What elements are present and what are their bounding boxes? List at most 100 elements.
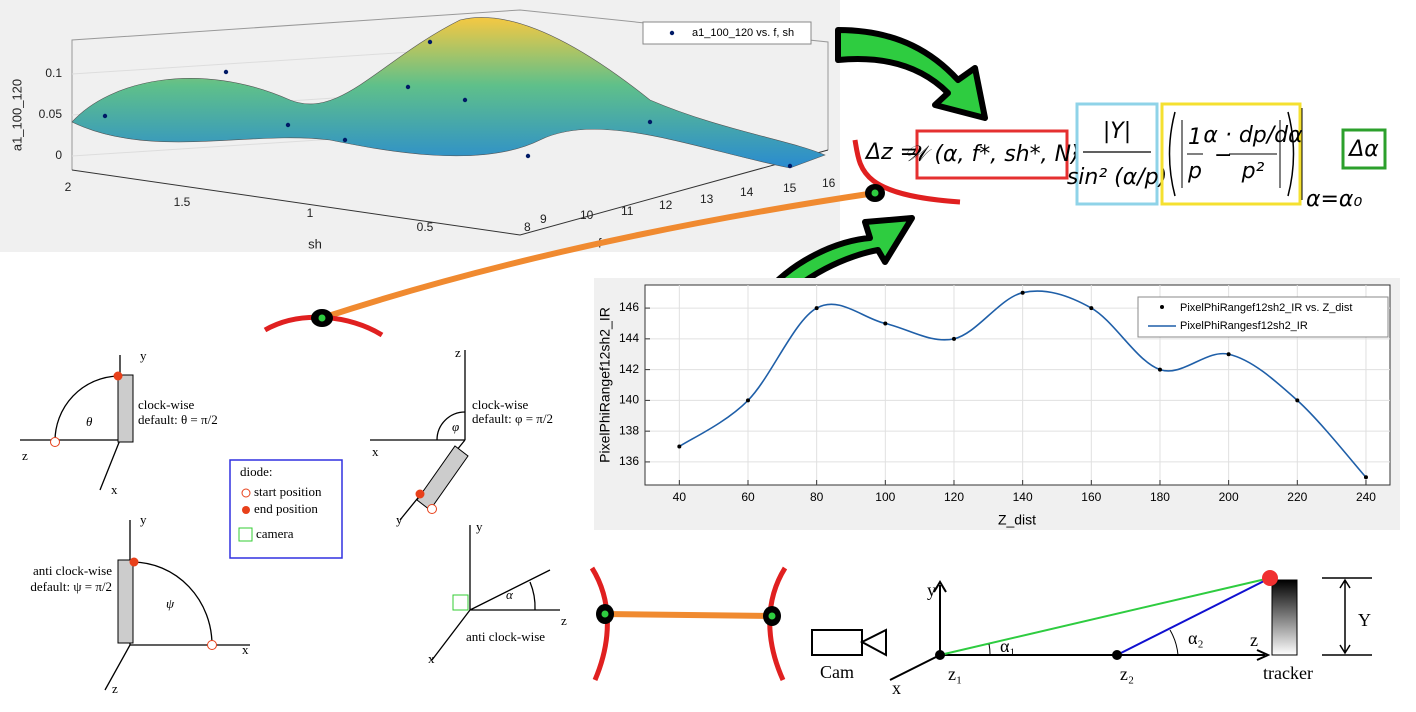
axes — [889, 585, 1265, 681]
y-tick-label: 140 — [619, 393, 639, 407]
x-tick-label: 240 — [1356, 490, 1376, 504]
y-tick-label: 15 — [783, 181, 797, 195]
label: y — [927, 580, 936, 600]
end-dot — [415, 489, 425, 499]
axes — [20, 355, 121, 491]
y-tick-label: 10 — [580, 208, 594, 222]
legend-marker — [241, 488, 251, 498]
label: ψ — [166, 596, 175, 611]
joint-node — [318, 314, 326, 322]
start-dot — [207, 640, 217, 650]
data-point — [1089, 306, 1094, 311]
y-tick-label: 146 — [619, 300, 639, 314]
data-point — [1157, 367, 1162, 372]
label: y — [396, 512, 403, 527]
x-axis-label: Z_dist — [998, 512, 1036, 528]
label: z — [112, 681, 118, 696]
formula-box — [915, 129, 1069, 180]
label: x — [242, 642, 249, 657]
legend-box — [1137, 296, 1389, 338]
data-point — [1295, 398, 1300, 403]
label: z₁ — [948, 664, 962, 684]
label: α₂ — [1188, 628, 1204, 648]
data-point — [1226, 352, 1231, 357]
y-tick-label: 142 — [619, 362, 639, 376]
shape — [787, 163, 793, 169]
y-tick-label: 9 — [540, 212, 547, 226]
label: default: ψ = π/2 — [30, 579, 112, 594]
data-point — [883, 321, 888, 326]
shape — [71, 149, 829, 236]
y-axis-label: PixelPhiRangef12sh2_IR — [597, 307, 613, 463]
surface — [71, 17, 826, 169]
label: z — [22, 448, 28, 463]
x-tick-label: 200 — [1219, 490, 1239, 504]
data-point — [677, 444, 682, 449]
shape: y z x θ clock-wise default: θ = π/2 z x … — [20, 345, 567, 696]
x-tick-label: 180 — [1150, 490, 1170, 504]
label: default: θ = π/2 — [138, 412, 218, 427]
data-point — [814, 306, 819, 311]
y-tick-label: 138 — [619, 423, 639, 437]
connector — [604, 611, 773, 619]
z-tick-label: 0 — [55, 148, 62, 162]
y-tick-label: 136 — [619, 454, 639, 468]
label: z — [561, 613, 567, 628]
formula-text: α · dp/dα — [1203, 123, 1303, 148]
point — [935, 650, 945, 660]
formula-dot: · — [1071, 142, 1078, 167]
label: x — [372, 444, 379, 459]
data-point — [745, 398, 750, 403]
data-point — [1020, 290, 1025, 295]
y-tick-label: 144 — [619, 331, 639, 345]
legend-label: PixelPhiRangesf12sh2_IR — [1180, 320, 1308, 332]
z-tick-label: 0.1 — [45, 66, 62, 80]
label: clock-wise — [138, 397, 195, 412]
shape — [427, 39, 433, 45]
surface-points — [102, 39, 793, 169]
arrowheads — [933, 580, 1271, 661]
y-tick-label: 13 — [700, 192, 714, 206]
frame-phi: z x y φ clock-wise default: φ = π/2 — [370, 345, 553, 527]
arc — [54, 375, 119, 443]
parens — [1168, 111, 1295, 197]
label: Y — [1358, 610, 1371, 630]
label: α — [506, 587, 514, 602]
start-dot — [427, 504, 437, 514]
label: φ — [452, 419, 459, 434]
label: z₂ — [1120, 664, 1134, 684]
arc — [132, 561, 213, 646]
label: y — [140, 512, 147, 527]
diode — [117, 559, 134, 644]
arc — [436, 411, 466, 441]
shape — [462, 97, 468, 103]
label: anti clock-wise — [466, 629, 545, 644]
label: x — [111, 482, 118, 497]
ray — [1116, 577, 1271, 656]
point — [1112, 650, 1122, 660]
x-tick-label: 160 — [1081, 490, 1101, 504]
label: α₁ — [1000, 636, 1016, 656]
data-point — [1363, 475, 1368, 480]
formula-delta: Δα — [1347, 137, 1379, 162]
joint-node — [768, 612, 776, 620]
x-tick-label: 100 — [875, 490, 895, 504]
y-tick-label: 14 — [740, 185, 754, 199]
z-axis-label: a1_100_120 — [9, 79, 24, 151]
shape — [223, 69, 229, 75]
formula-term: 𝒲 (α, f*, sh*, N) — [904, 142, 1079, 167]
y-tick-label: 16 — [822, 176, 836, 190]
formula-text: p — [1187, 159, 1202, 184]
label: default: φ = π/2 — [472, 411, 553, 426]
legend-marker — [242, 506, 250, 514]
shape — [647, 119, 653, 125]
connector — [321, 190, 876, 321]
shape — [525, 153, 531, 159]
label: clock-wise — [472, 397, 529, 412]
arc — [529, 581, 536, 611]
shape — [71, 9, 829, 170]
start-dot — [50, 437, 60, 447]
formula-box — [1075, 102, 1159, 206]
